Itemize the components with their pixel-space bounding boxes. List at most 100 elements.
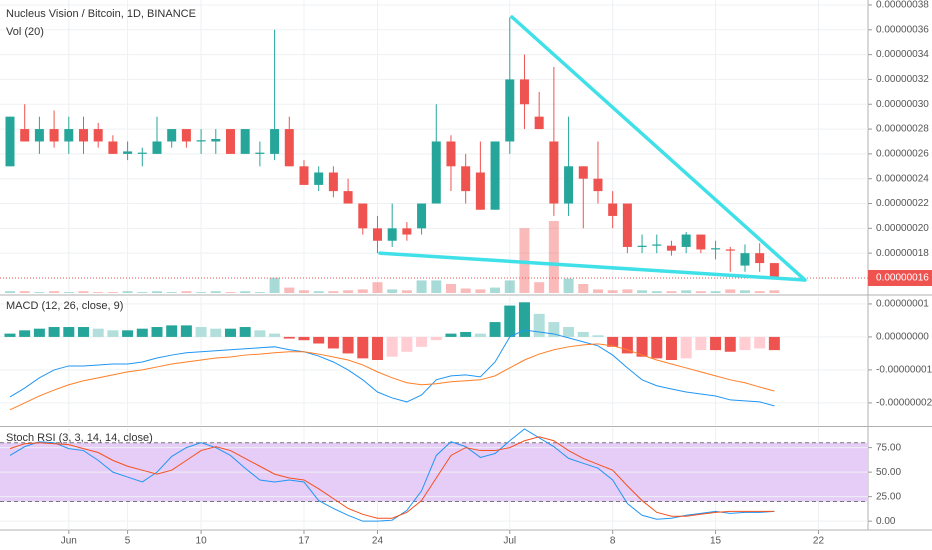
y-tick-label: 0.00000036 [876, 24, 929, 35]
volume-title: Vol (20) [6, 26, 44, 38]
candle-body [534, 116, 544, 130]
macd-histogram-bar [283, 336, 295, 339]
volume-bar [563, 278, 574, 293]
chart-title: Nucleus Vision / Bitcoin, 1D, BINANCE [6, 8, 196, 20]
candle-body [152, 141, 162, 154]
x-tick-label: 24 [372, 536, 384, 547]
x-tick-label: Jul [503, 536, 516, 547]
volume-bar [328, 291, 339, 293]
y-tick-label: 0.00000030 [876, 99, 929, 110]
candle-body [519, 79, 529, 105]
y-tick-label: 75.00 [876, 442, 901, 453]
candle-body [270, 129, 280, 154]
volume-bar [548, 221, 559, 293]
volume-bar [298, 290, 309, 293]
x-tick-label: 5 [125, 536, 131, 547]
macd-histogram-bar [754, 336, 766, 349]
macd-histogram-bar [239, 327, 251, 337]
stoch-line [9, 436, 775, 519]
x-tick-label: 15 [710, 536, 722, 547]
macd-histogram-bar [548, 322, 560, 337]
volume-bar [622, 289, 633, 293]
candle-body [328, 172, 338, 192]
macd-histogram-bar [563, 327, 575, 337]
macd-histogram-bar [19, 330, 31, 337]
candle-body [211, 138, 221, 142]
macd-histogram-bar [592, 335, 604, 337]
volume-bar [63, 292, 74, 293]
volume-bar [357, 289, 368, 293]
y-tick-label: 0.00000020 [876, 223, 929, 234]
volume-bar [490, 287, 501, 293]
macd-histogram-bar [298, 336, 310, 341]
macd-title: MACD (12, 26, close, 9) [6, 300, 123, 312]
y-tick-label: 0.00000024 [876, 173, 929, 184]
macd-histogram-bar [77, 327, 89, 337]
candle-body [681, 234, 691, 247]
stoch-line [9, 428, 775, 522]
macd-histogram-bar [48, 327, 60, 337]
macd-histogram-bar [768, 336, 780, 351]
candle-body [137, 152, 147, 154]
candle-body [5, 116, 15, 167]
y-tick-label: 0.00000032 [876, 74, 929, 85]
trendline [378, 251, 807, 282]
candle-body [284, 129, 294, 167]
volume-bar [166, 292, 177, 293]
y-tick-label: 0.00000038 [876, 0, 929, 11]
volume-bar [137, 292, 148, 293]
candle-body [299, 166, 309, 185]
candle-body [490, 141, 500, 210]
candle-body [637, 245, 647, 247]
y-tick-label: 0.00000022 [876, 198, 929, 209]
volume-bar [78, 291, 89, 293]
candle-body [387, 228, 397, 241]
volume-bar [475, 289, 486, 293]
macd-histogram-bar [327, 336, 339, 349]
marks-layer [0, 15, 868, 522]
candle-body [696, 234, 706, 250]
macd-histogram-bar [430, 336, 442, 341]
macd-histogram-bar [518, 302, 530, 337]
candle-body [358, 203, 368, 229]
candle-body [578, 166, 588, 179]
stoch-title: Stoch RSI (3, 3, 14, 14, close) [6, 432, 153, 444]
macd-histogram-bar [4, 333, 16, 337]
macd-histogram-bar [504, 305, 516, 337]
candle-body [446, 141, 456, 167]
macd-histogram-bar [63, 327, 75, 337]
candle-body [20, 129, 30, 142]
macd-histogram-bar [357, 336, 369, 359]
macd-histogram-bar [680, 336, 692, 359]
macd-line [9, 329, 775, 407]
volume-bar [739, 290, 750, 293]
candle-body [740, 253, 750, 266]
macd-histogram-bar [474, 333, 486, 337]
candle-body [461, 166, 471, 192]
volume-bar [254, 292, 265, 293]
volume-bar [387, 289, 398, 293]
volume-bar [19, 291, 30, 293]
macd-histogram-bar [739, 336, 751, 351]
macd-histogram-bar [107, 330, 119, 337]
macd-line [9, 343, 775, 411]
candle-body [622, 203, 632, 247]
candle-body [225, 129, 235, 154]
macd-histogram-bar [489, 322, 501, 337]
macd-histogram-bar [313, 336, 325, 344]
macd-histogram-bar [254, 330, 266, 337]
volume-bar [225, 292, 236, 293]
candle-body [402, 228, 412, 235]
volume-bar [196, 292, 207, 293]
macd-histogram-bar [695, 336, 707, 351]
macd-histogram-bar [210, 328, 222, 337]
macd-histogram-bar [401, 336, 413, 352]
macd-histogram-bar [460, 331, 472, 337]
volume-bar [504, 280, 515, 293]
macd-histogram-bar [371, 336, 383, 361]
y-tick-label: 0.00000034 [876, 49, 929, 60]
volume-bar [313, 291, 324, 293]
candle-body [769, 263, 779, 278]
volume-bar [151, 291, 162, 293]
